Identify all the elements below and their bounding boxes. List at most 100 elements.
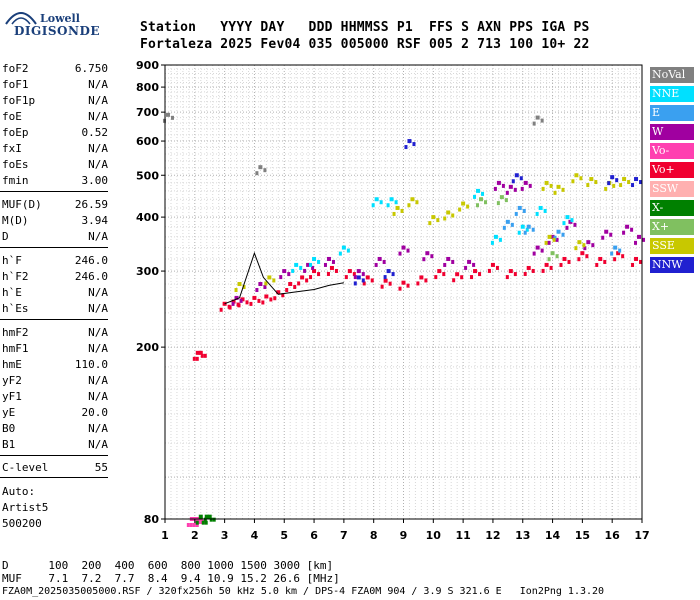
echo-point xyxy=(334,268,338,273)
echo-point xyxy=(422,257,426,262)
echo-point xyxy=(481,191,485,196)
echo-point xyxy=(239,298,243,303)
echo-point xyxy=(595,262,599,267)
param-row: h`Es N/A xyxy=(2,302,108,318)
echo-point xyxy=(412,142,416,147)
echo-point xyxy=(634,256,639,261)
echo-point xyxy=(297,281,301,286)
echo-point xyxy=(362,281,366,286)
echo-point xyxy=(347,269,352,274)
param-row: fmin 3.00 xyxy=(2,174,108,190)
echo-point xyxy=(520,186,524,191)
echo-point xyxy=(398,251,402,256)
echo-point xyxy=(466,204,470,209)
echo-point xyxy=(523,180,528,185)
echo-point xyxy=(436,218,440,223)
echo-point xyxy=(568,219,573,224)
separator xyxy=(0,319,108,320)
param-row: hmF2 N/A xyxy=(2,326,108,342)
echo-point xyxy=(400,208,404,213)
echo-point xyxy=(267,275,272,280)
echo-point xyxy=(561,187,565,192)
echo-point xyxy=(523,271,527,276)
param-name: fmin xyxy=(2,174,29,187)
echo-point xyxy=(556,229,561,234)
echo-point xyxy=(541,268,545,273)
echo-point xyxy=(395,205,400,210)
param-name: hmE xyxy=(2,358,22,371)
echo-point xyxy=(356,269,361,274)
param-name: hmF2 xyxy=(2,326,29,339)
echo-point xyxy=(574,246,578,251)
echo-point xyxy=(383,275,387,280)
param-value: N/A xyxy=(88,374,108,387)
y-tick-label: 80 xyxy=(144,513,160,526)
echo-point xyxy=(291,268,295,273)
footer-file-row: FZA0M_2025035005000.RSF / 320fx256h 50 k… xyxy=(2,586,605,597)
param-row: foF1p N/A xyxy=(2,94,108,110)
echo-point xyxy=(589,177,594,182)
echo-point xyxy=(556,184,561,189)
echo-point xyxy=(323,262,327,267)
param-value: 26.59 xyxy=(74,198,108,211)
auto-label: Auto: xyxy=(2,485,36,498)
param-row: B0 N/A xyxy=(2,422,108,438)
auto-artist: Artist5 xyxy=(2,501,49,514)
footer-distance-row: D 100 200 400 600 800 1000 1500 3000 [km… xyxy=(2,559,334,572)
echo-point xyxy=(406,283,410,288)
echo-point xyxy=(505,275,509,280)
echo-point xyxy=(401,280,406,285)
echo-point xyxy=(242,285,246,290)
separator xyxy=(0,455,108,456)
echo-point xyxy=(535,211,539,216)
param-name: fxI xyxy=(2,142,22,155)
echo-point xyxy=(204,514,209,519)
param-name: h`Es xyxy=(2,302,29,315)
param-name: foEs xyxy=(2,158,29,171)
param-value: N/A xyxy=(88,158,108,171)
echo-point xyxy=(257,298,261,303)
echo-point xyxy=(519,176,523,181)
echo-point xyxy=(352,272,356,277)
echo-point xyxy=(610,251,614,256)
logo-digisonde: DIGISONDE xyxy=(14,24,101,38)
echo-point xyxy=(451,213,455,218)
echo-point xyxy=(245,300,249,305)
param-row: h`F2 246.0 xyxy=(2,270,108,286)
echo-point xyxy=(386,203,390,208)
param-value: N/A xyxy=(88,94,108,107)
data-points xyxy=(162,112,646,527)
param-value: N/A xyxy=(88,326,108,339)
x-tick-label: 12 xyxy=(485,529,500,542)
y-tick-label: 700 xyxy=(136,106,159,119)
echo-point xyxy=(598,256,603,261)
echo-point xyxy=(361,272,365,277)
echo-point xyxy=(263,285,267,290)
echo-point xyxy=(585,254,589,259)
param-value: 246.0 xyxy=(74,254,108,267)
echo-point xyxy=(374,262,378,267)
echo-point xyxy=(204,520,208,525)
param-row: C-level 55 xyxy=(2,461,108,477)
x-tick-label: 11 xyxy=(455,529,470,542)
echo-point xyxy=(622,230,626,235)
echo-point xyxy=(607,181,611,186)
echo-point xyxy=(388,281,392,286)
echo-point xyxy=(431,215,436,220)
echo-point xyxy=(553,190,557,195)
echo-point xyxy=(535,245,540,250)
echo-point xyxy=(305,278,309,283)
echo-point xyxy=(619,183,623,188)
echo-point xyxy=(279,275,283,280)
x-tick-label: 3 xyxy=(221,529,229,542)
legend-item: NNW xyxy=(650,257,694,273)
param-row: h`E N/A xyxy=(2,286,108,302)
echo-point xyxy=(383,278,388,283)
legend-item: X+ xyxy=(650,219,694,235)
x-tick-label: 13 xyxy=(515,529,530,542)
echo-point xyxy=(186,523,190,527)
echo-point xyxy=(303,268,307,273)
echo-point xyxy=(549,265,553,270)
echo-point xyxy=(285,288,289,293)
echo-point xyxy=(341,245,346,250)
